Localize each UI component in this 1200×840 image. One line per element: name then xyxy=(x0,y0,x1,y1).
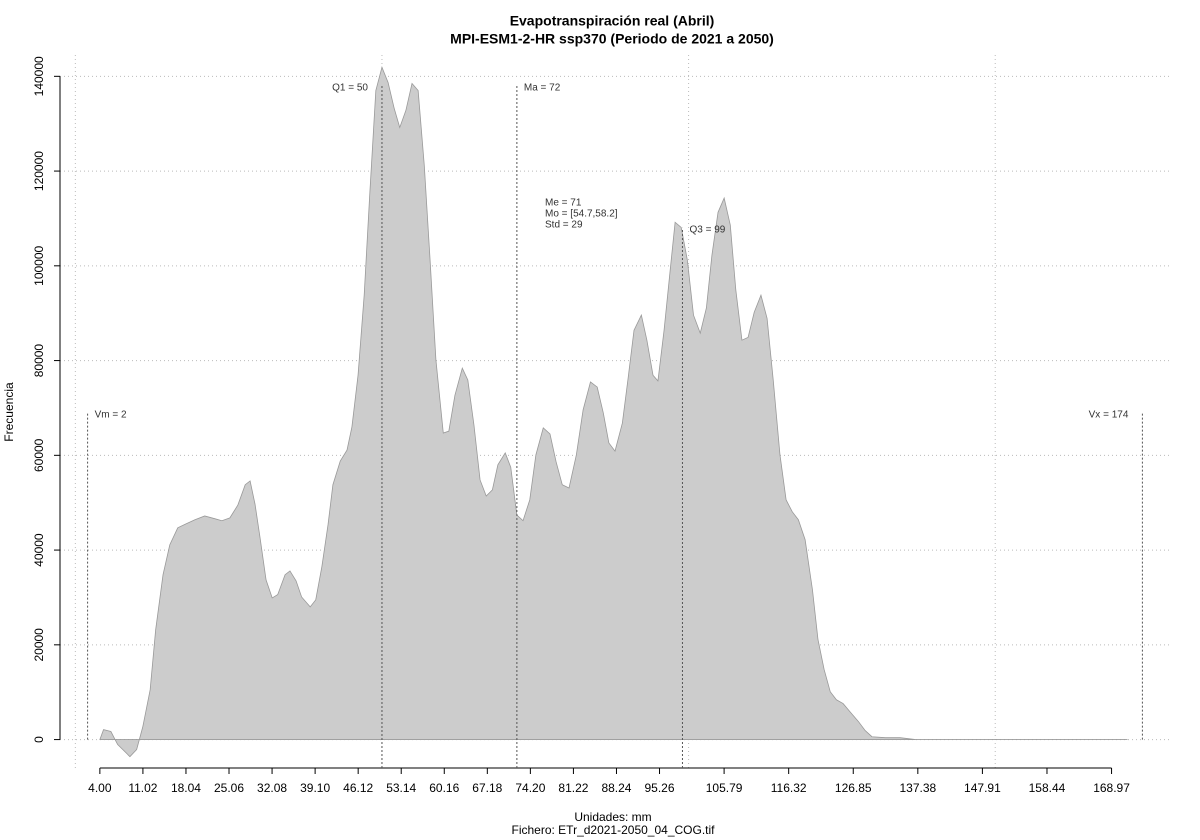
x-tick-label: 88.24 xyxy=(601,781,631,795)
x-tick-label: 60.16 xyxy=(429,781,459,795)
x-tick-label: 168.97 xyxy=(1093,781,1130,795)
marker-label: Q3 = 99 xyxy=(689,225,725,236)
x-tick-label: 137.38 xyxy=(899,781,936,795)
stat-label: Me = 71 xyxy=(545,198,582,209)
x-tick-label: 81.22 xyxy=(558,781,588,795)
x-tick-label: 18.04 xyxy=(171,781,201,795)
x-tick-label: 25.06 xyxy=(214,781,244,795)
x-tick-label: 67.18 xyxy=(472,781,502,795)
chart-title: Evapotranspiración real (Abril) xyxy=(510,13,715,29)
x-tick-label: 74.20 xyxy=(515,781,545,795)
x-axis-label: Unidades: mm xyxy=(574,810,651,824)
x-tick-label: 126.85 xyxy=(835,781,872,795)
marker-label: Vm = 2 xyxy=(95,409,127,420)
y-tick-label: 60000 xyxy=(32,438,46,472)
stat-label: Mo = [54.7,58.2] xyxy=(545,209,618,220)
caption: Fichero: ETr_d2021-2050_04_COG.tif xyxy=(512,823,716,837)
x-tick-label: 32.08 xyxy=(257,781,287,795)
chart-subtitle: MPI-ESM1-2-HR ssp370 (Periodo de 2021 a … xyxy=(450,31,774,47)
stat-label: Std = 29 xyxy=(545,220,583,231)
x-tick-label: 105.79 xyxy=(706,781,743,795)
x-tick-label: 53.14 xyxy=(386,781,416,795)
y-axis-label: Frecuencia xyxy=(2,382,16,442)
y-tick-label: 100000 xyxy=(32,245,46,285)
x-tick-label: 39.10 xyxy=(300,781,330,795)
x-tick-label: 158.44 xyxy=(1029,781,1066,795)
density-area xyxy=(99,66,1128,758)
marker-label: Ma = 72 xyxy=(524,82,561,93)
y-tick-label: 140000 xyxy=(32,56,46,96)
marker-label: Vx = 174 xyxy=(1089,409,1129,420)
y-tick-label: 0 xyxy=(32,736,46,743)
y-tick-label: 20000 xyxy=(32,628,46,662)
x-tick-label: 11.02 xyxy=(128,781,157,795)
y-tick-label: 80000 xyxy=(32,344,46,378)
x-tick-label: 4.00 xyxy=(88,781,112,795)
x-tick-label: 116.32 xyxy=(771,781,807,795)
y-tick-label: 40000 xyxy=(32,533,46,567)
x-tick-label: 46.12 xyxy=(343,781,373,795)
marker-label: Q1 = 50 xyxy=(332,82,368,93)
x-tick-label: 95.26 xyxy=(645,781,675,795)
x-tick-label: 147.91 xyxy=(964,781,1001,795)
y-tick-label: 120000 xyxy=(32,151,46,191)
